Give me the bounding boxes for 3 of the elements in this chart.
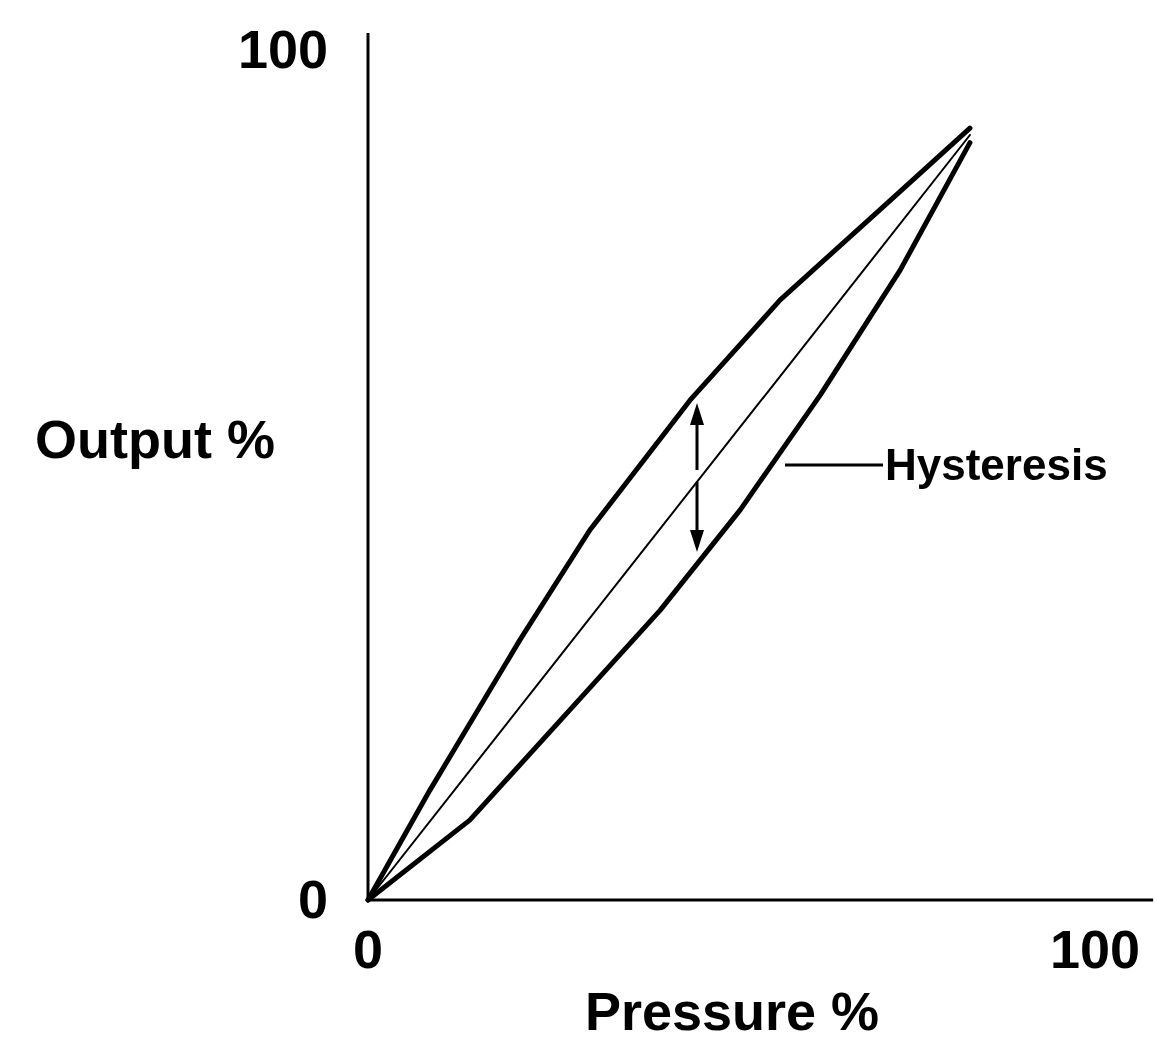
y-axis-title: Output % <box>35 409 275 469</box>
annotation: Hysteresis <box>885 440 1108 489</box>
x-axis-title: Pressure % <box>584 981 880 1041</box>
